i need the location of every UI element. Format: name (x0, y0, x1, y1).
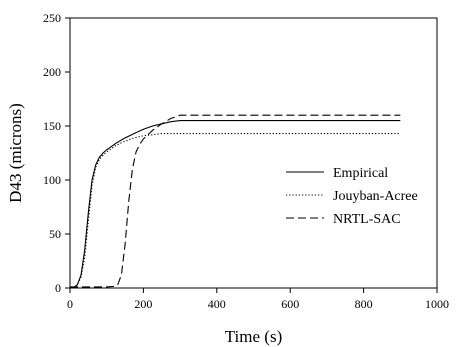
legend-label: Empirical (333, 166, 388, 181)
plot-border (69, 17, 438, 289)
y-tick-label: 200 (43, 65, 61, 79)
y-tick-label: 150 (43, 119, 61, 133)
series-layer (69, 114, 401, 289)
x-tick-label: 600 (281, 297, 299, 311)
y-tick-label: 250 (43, 11, 61, 25)
x-axis-title: Time (s) (225, 327, 282, 346)
y-tick-label: 50 (49, 227, 61, 241)
y-axis: 0 50 100 150 200 250 (43, 11, 70, 295)
legend: Empirical Jouyban-Acree NRTL-SAC (286, 166, 418, 227)
y-tick-label: 0 (55, 281, 61, 295)
plot-frame (69, 17, 438, 289)
x-tick-label: 200 (134, 297, 152, 311)
x-axis: 0 200 400 600 800 1000 (67, 288, 449, 311)
x-tick-label: 800 (355, 297, 373, 311)
legend-label: Jouyban-Acree (333, 189, 418, 204)
x-tick-label: 1000 (425, 297, 449, 311)
y-tick-label: 100 (43, 173, 61, 187)
series-line-jouyban-acree (69, 133, 401, 289)
legend-label: NRTL-SAC (333, 212, 401, 227)
series-line-nrtl-sac (70, 114, 401, 288)
x-tick-label: 0 (67, 297, 73, 311)
x-tick-label: 400 (208, 297, 226, 311)
series-line-empirical (69, 120, 401, 289)
y-axis-title: D43 (microns) (6, 103, 25, 203)
